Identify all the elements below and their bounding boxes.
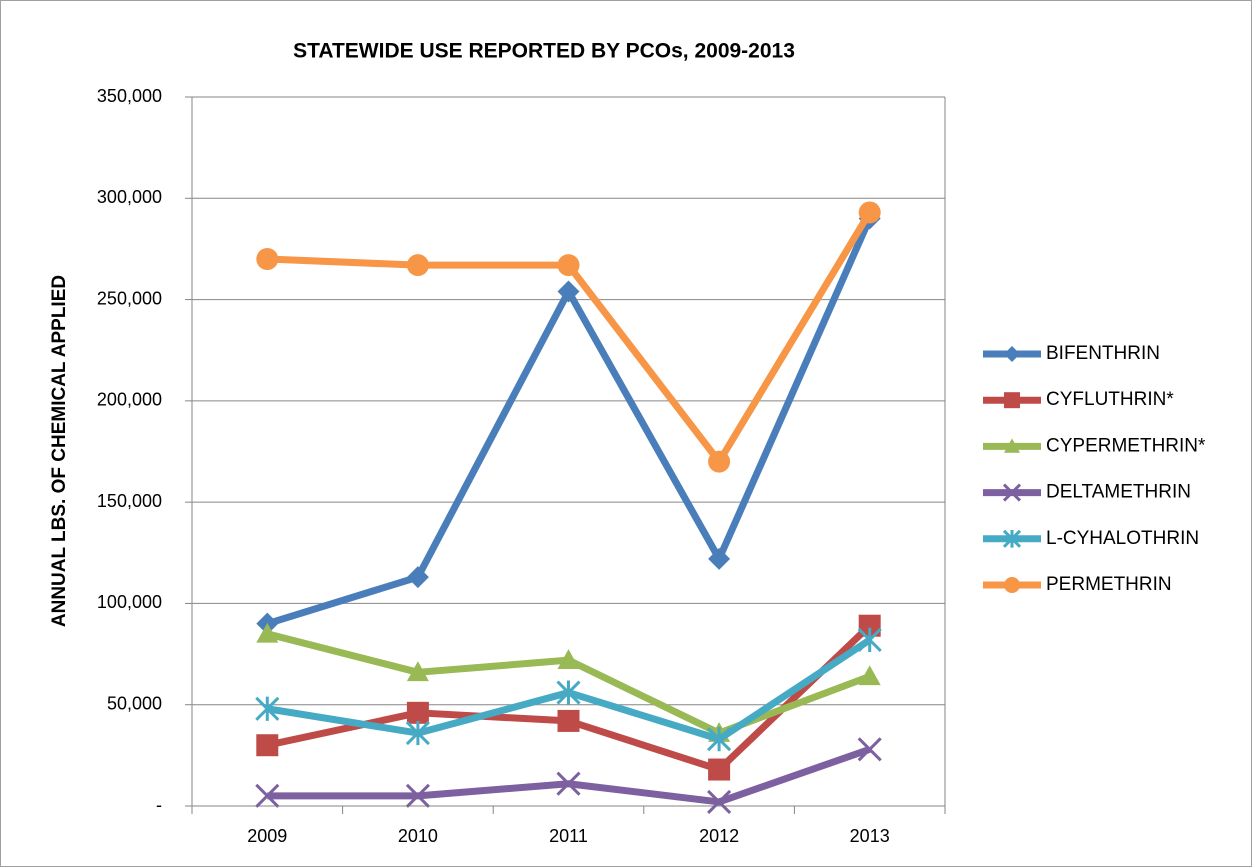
y-tick-label: 350,000 [97, 86, 162, 106]
y-tick-label: - [156, 795, 162, 815]
legend-label: L-CYHALOTHRIN [1046, 528, 1199, 549]
marker-asterisk [1002, 529, 1022, 548]
x-tick-label: 2011 [549, 826, 588, 846]
marker-x [707, 789, 732, 815]
y-tick-label: 250,000 [97, 288, 162, 308]
marker-square [1004, 392, 1020, 409]
marker-square [708, 758, 731, 781]
marker-triangle [406, 661, 429, 682]
y-tick-label: 200,000 [97, 390, 162, 410]
marker-circle [557, 254, 580, 277]
marker-asterisk [707, 727, 732, 752]
y-tick-label: 50,000 [107, 693, 162, 713]
y-tick-label: 150,000 [97, 491, 162, 511]
marker-circle [406, 254, 429, 277]
marker-x [405, 783, 430, 808]
legend-label: BIFENTHRIN [1046, 343, 1160, 364]
marker-x [1002, 483, 1022, 502]
marker-asterisk [857, 627, 882, 652]
y-tick-label: 300,000 [97, 187, 162, 207]
marker-triangle [1004, 438, 1020, 453]
marker-triangle [256, 622, 279, 643]
y-tick-label: 100,000 [97, 592, 162, 612]
legend-label: CYPERMETHRIN* [1046, 435, 1206, 456]
x-tick-label: 2013 [850, 826, 890, 846]
marker-triangle [858, 665, 881, 686]
marker-square [406, 701, 429, 724]
x-tick-label: 2010 [398, 826, 438, 846]
marker-x [556, 771, 581, 796]
marker-triangle [557, 649, 580, 669]
legend-label: CYFLUTHRIN* [1046, 389, 1174, 410]
marker-square [557, 709, 580, 732]
y-axis-label: ANNUAL LBS. OF CHEMICAL APPLIED [49, 275, 70, 627]
legend-label: DELTAMETHRIN [1046, 482, 1191, 503]
marker-asterisk [556, 680, 581, 705]
marker-circle [708, 450, 731, 473]
marker-diamond [406, 566, 429, 589]
legend-label: PERMETHRIN [1046, 574, 1172, 595]
marker-asterisk [405, 720, 430, 746]
marker-square [256, 734, 279, 757]
x-tick-label: 2009 [247, 826, 287, 846]
marker-diamond [1004, 346, 1020, 362]
marker-square [858, 614, 881, 637]
marker-x [857, 737, 882, 762]
chart-title: STATEWIDE USE REPORTED BY PCOs, 2009-201… [293, 40, 795, 63]
marker-circle [256, 248, 279, 271]
marker-asterisk [255, 696, 280, 721]
marker-diamond [708, 547, 731, 570]
marker-x [255, 783, 280, 808]
marker-circle [858, 201, 881, 224]
marker-circle [1004, 577, 1020, 593]
marker-diamond [557, 280, 580, 303]
x-tick-label: 2012 [699, 826, 739, 846]
